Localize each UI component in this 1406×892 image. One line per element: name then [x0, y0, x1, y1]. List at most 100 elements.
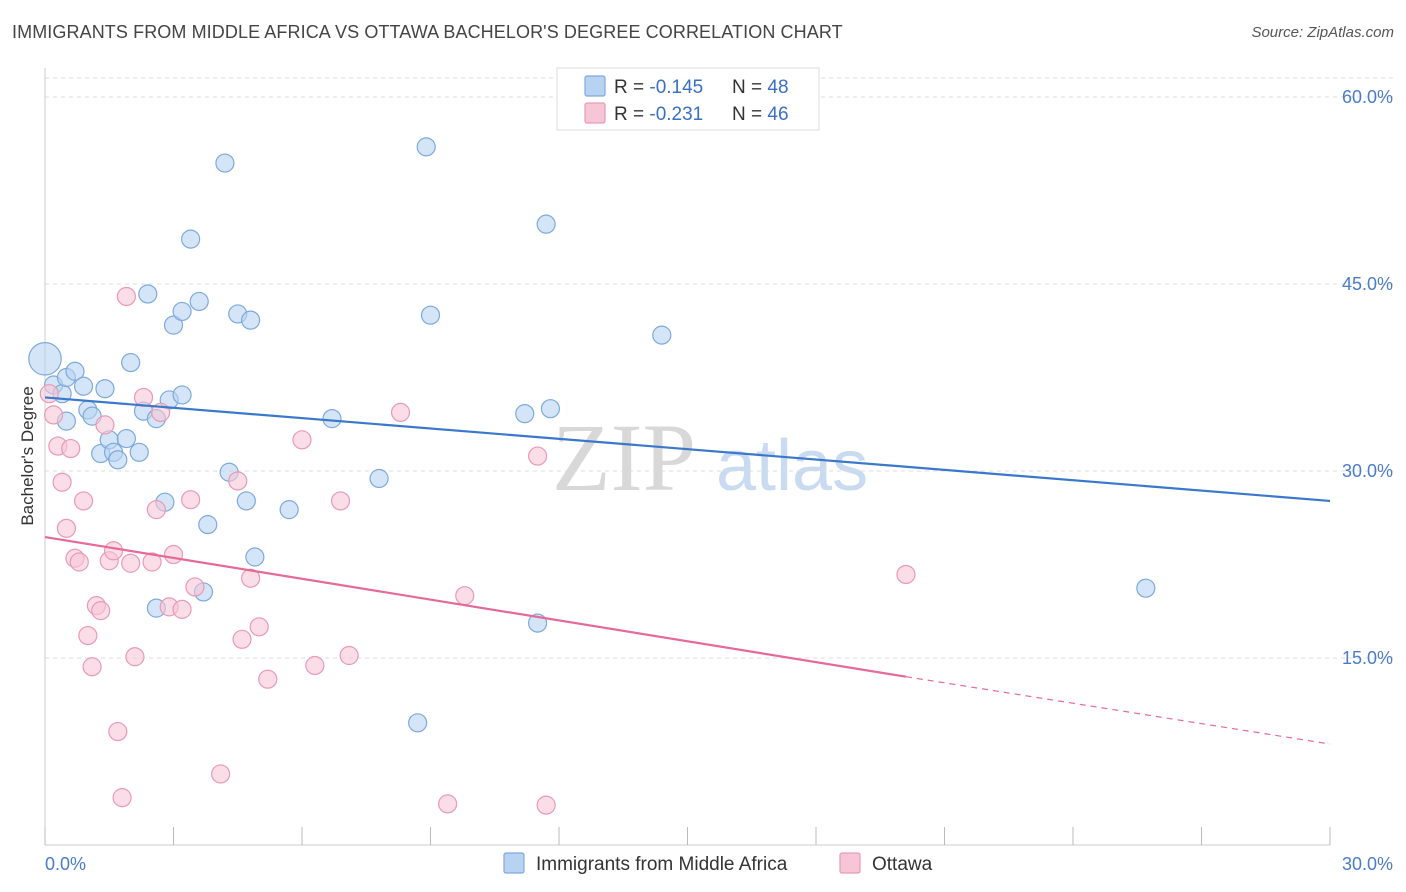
legend-swatch-pink [584, 102, 606, 124]
pink-point [73, 491, 94, 511]
legend-r-label-2: R = [614, 104, 649, 125]
bottom-legend-swatch-blue [503, 852, 525, 874]
blue-point [279, 500, 299, 520]
blue-point [108, 450, 128, 470]
pink-point [69, 552, 89, 572]
x-tick-label-min: 0.0% [45, 854, 86, 874]
pink-point [163, 544, 184, 565]
pink-point [339, 645, 359, 666]
blue-point [172, 301, 192, 322]
legend-swatch-blue [584, 75, 606, 97]
pink-point [116, 286, 136, 307]
legend-n-value-1: 48 [767, 77, 788, 98]
watermark-atlas: atlas [716, 426, 868, 506]
blue-point [121, 352, 141, 373]
blue-point [245, 547, 265, 567]
pink-point [91, 601, 111, 621]
y-axis-title: Bachelor's Degree [18, 386, 37, 525]
pink-point [181, 490, 201, 510]
blue-point [172, 385, 192, 405]
legend-row-2: R = -0.231 N = 46 [614, 104, 789, 125]
pink-point [390, 402, 411, 423]
blue-point [73, 376, 94, 396]
blue-point [189, 291, 209, 312]
x-ticks [44, 827, 1331, 845]
pink-point [185, 577, 205, 597]
x-tick-label-max: 30.0% [1342, 854, 1393, 874]
pink-point [305, 655, 325, 676]
y-tick-label: 30.0% [1342, 461, 1393, 481]
bottom-legend-label-blue: Immigrants from Middle Africa [536, 854, 788, 875]
trendlines [44, 396, 1331, 745]
blue-point [65, 361, 85, 381]
pink-point [146, 500, 166, 520]
pink-point [330, 491, 351, 511]
pink-point [896, 564, 916, 585]
pink-point [438, 794, 458, 814]
blue-point [1136, 578, 1156, 598]
pink-point [249, 617, 269, 637]
trendline-pink-extension [905, 676, 1331, 745]
pink-point [241, 568, 261, 588]
legend: R = -0.145 N = 48 R = -0.231 N = 46 [556, 67, 820, 131]
legend-r-value-2: -0.231 [649, 104, 703, 125]
blue-point [215, 153, 235, 173]
legend-n-label-2: N = [732, 104, 767, 125]
pink-point [103, 541, 124, 561]
pink-point [211, 764, 231, 784]
blue-point [408, 713, 428, 733]
y-tick-label: 15.0% [1342, 648, 1393, 668]
pink-point [108, 721, 128, 742]
pink-point [56, 518, 77, 538]
blue-point [241, 310, 261, 330]
pink-point [455, 586, 475, 606]
blue-point [129, 442, 149, 462]
blue-point [536, 214, 556, 234]
blue-point [420, 305, 441, 325]
pink-point [172, 599, 192, 619]
blue-point [322, 409, 342, 429]
legend-n-value-2: 46 [767, 104, 788, 125]
blue-point [116, 428, 136, 449]
series-blue-points [28, 137, 1156, 733]
watermark-zip: ZIP [552, 404, 696, 511]
pink-point [78, 625, 98, 646]
y-tick-label: 45.0% [1342, 274, 1393, 294]
source-credit: Source: ZipAtlas.com [1251, 24, 1394, 41]
pink-point [292, 430, 312, 450]
pink-point [133, 387, 154, 408]
pink-point [232, 629, 252, 649]
series-pink-points [39, 286, 916, 815]
pink-point [52, 472, 72, 492]
pink-point [121, 553, 141, 573]
bottom-legend-label-pink: Ottawa [872, 854, 933, 875]
legend-r-value-1: -0.145 [649, 77, 703, 98]
blue-point [198, 515, 218, 535]
trendline-pink [44, 535, 907, 678]
trendline-blue [44, 396, 1331, 503]
legend-r-label-1: R = [614, 77, 649, 98]
blue-point [416, 137, 436, 157]
blue-point [236, 491, 256, 511]
blue-point [163, 315, 184, 335]
chart-title: IMMIGRANTS FROM MIDDLE AFRICA VS OTTAWA … [12, 22, 843, 42]
blue-point [515, 404, 535, 424]
legend-row-1: R = -0.145 N = 48 [614, 77, 789, 98]
blue-point [28, 341, 62, 376]
pink-point [527, 446, 548, 466]
pink-point [536, 795, 556, 815]
blue-point [95, 379, 115, 399]
blue-point [652, 325, 672, 345]
pink-point [43, 405, 64, 425]
blue-point [181, 229, 201, 249]
watermark: ZIP atlas [552, 404, 868, 511]
y-tick-labels: 15.0% 30.0% 45.0% 60.0% [1342, 87, 1393, 668]
pink-point [112, 788, 132, 808]
blue-point [369, 468, 389, 489]
pink-point [142, 552, 162, 572]
pink-point [125, 647, 145, 667]
pink-point [61, 438, 81, 459]
bottom-legend-swatch-pink [839, 852, 861, 874]
pink-point [258, 669, 278, 689]
pink-point [82, 657, 102, 677]
